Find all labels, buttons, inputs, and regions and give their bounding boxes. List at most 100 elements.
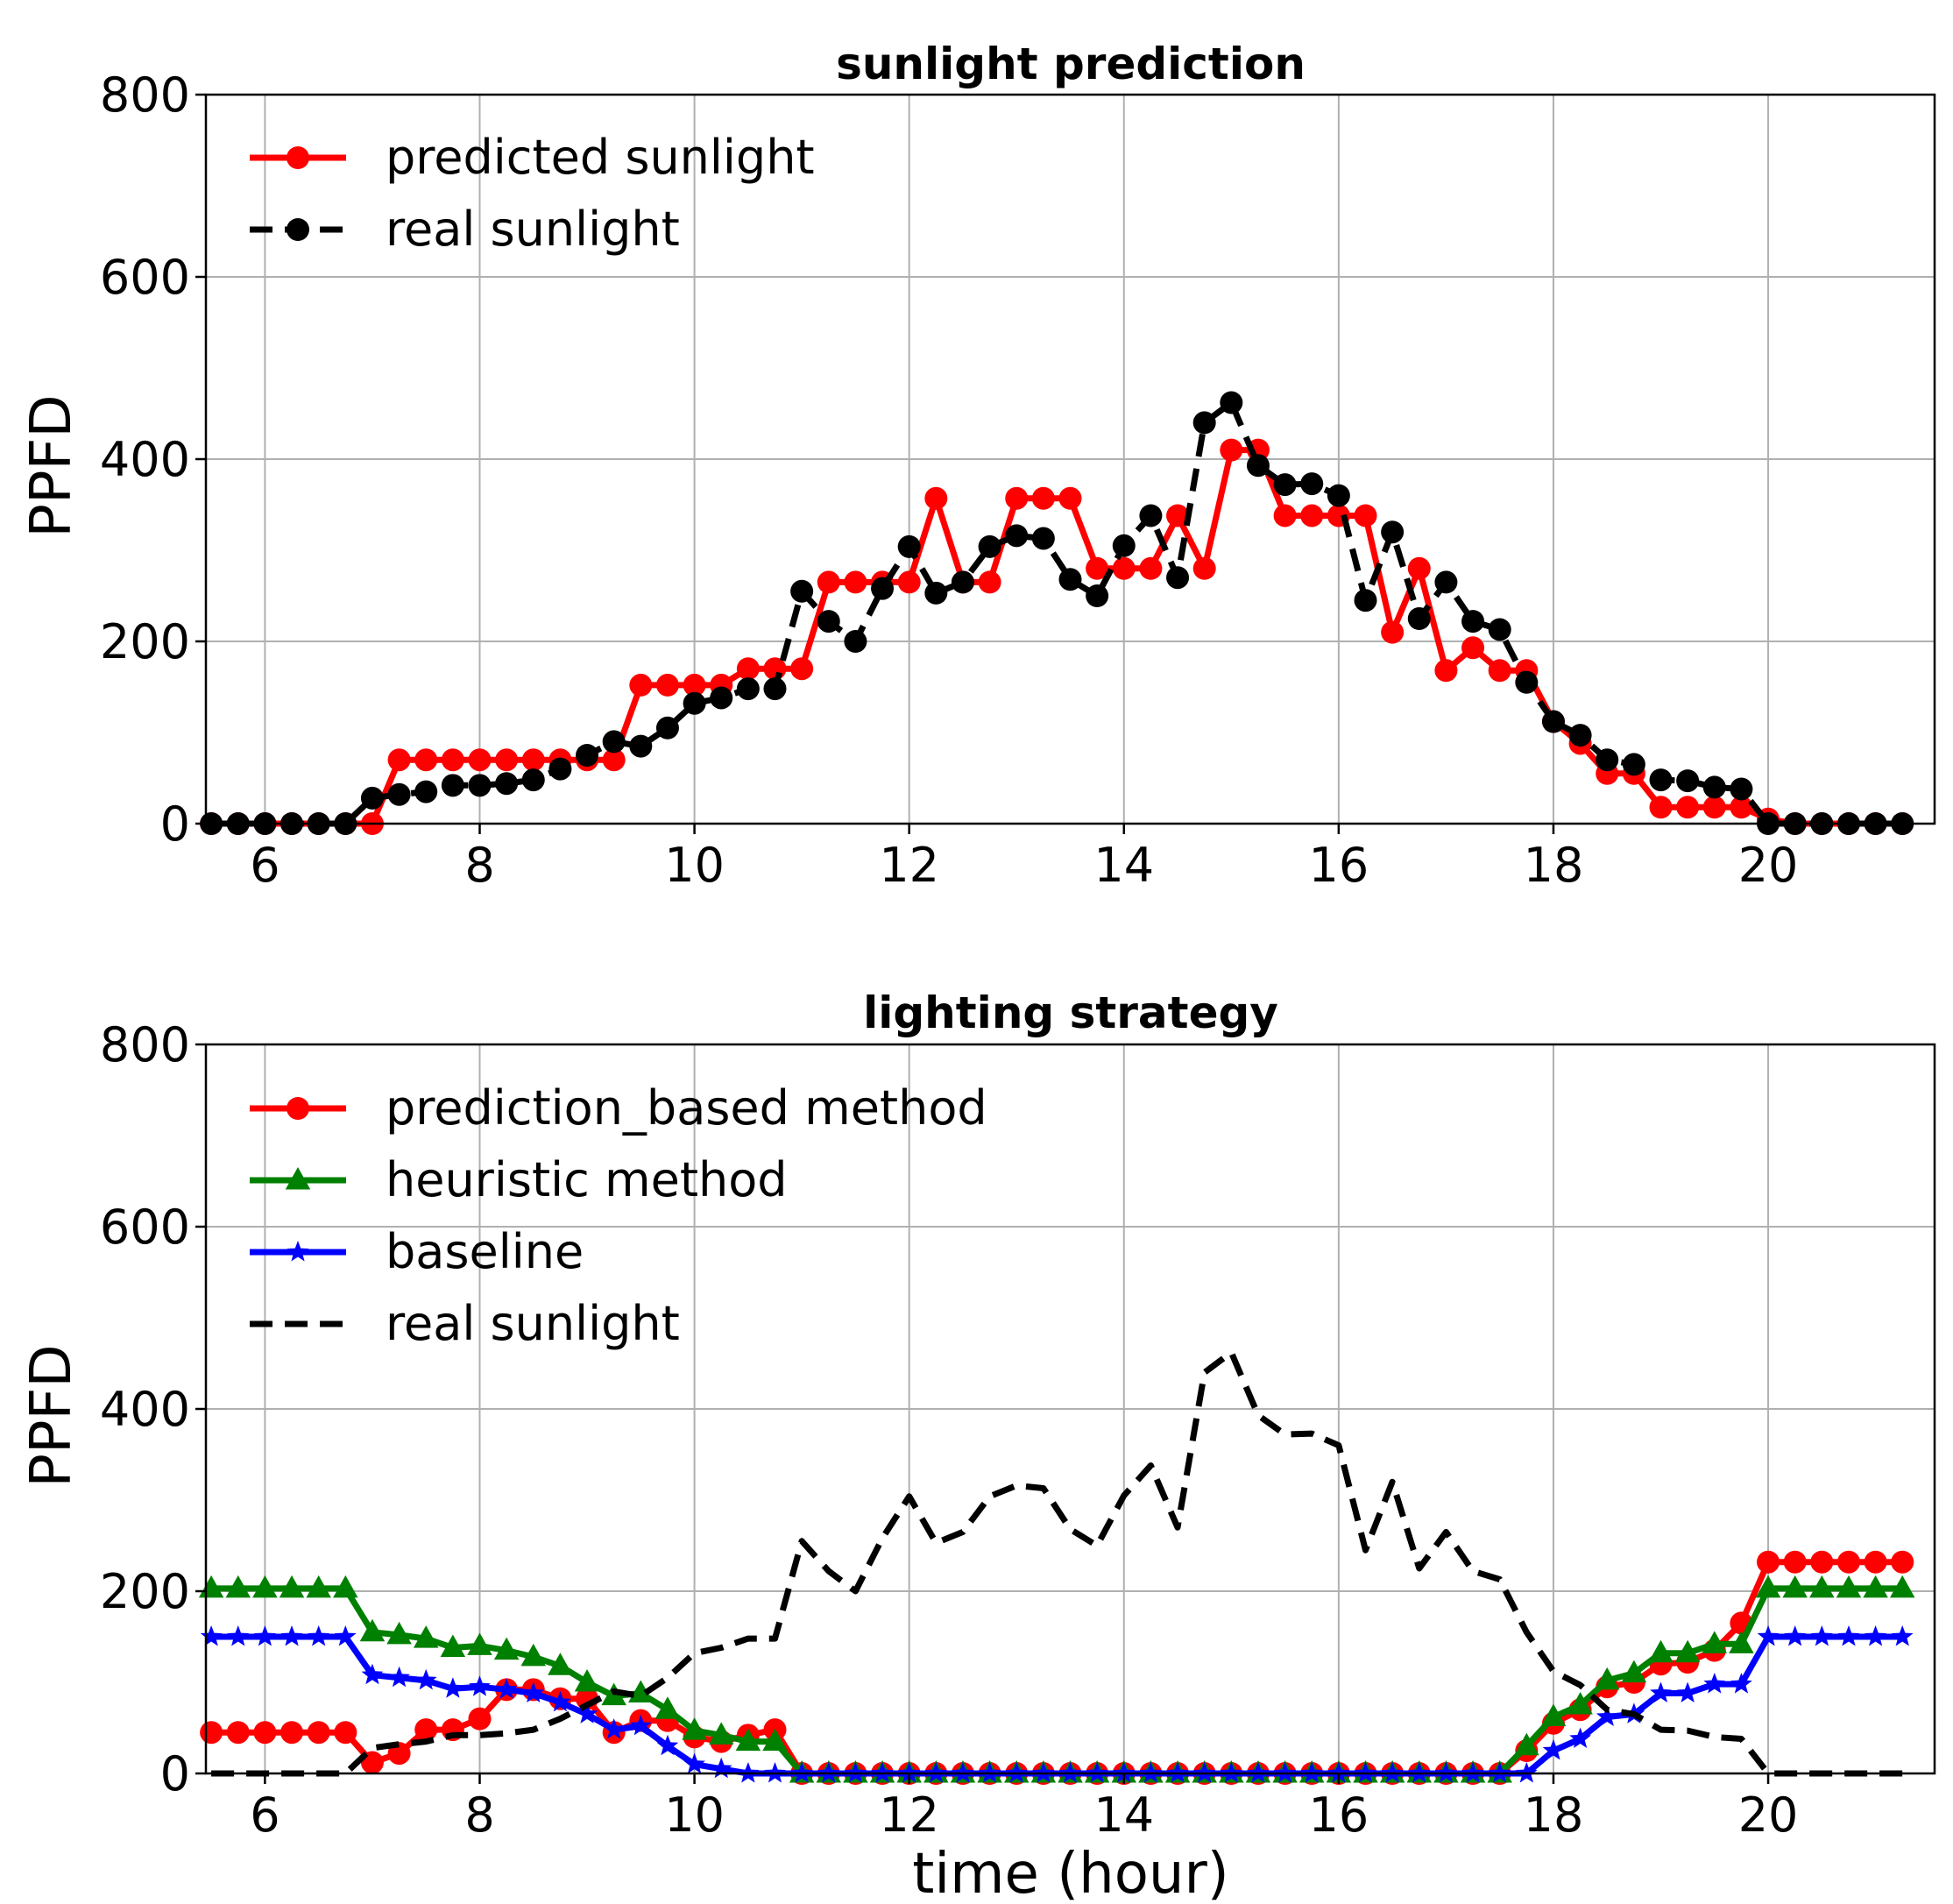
data-point [763,657,787,681]
data-point [1757,1625,1780,1646]
data-point [1058,568,1082,591]
x-tick-label: 16 [1309,1787,1369,1843]
data-point [333,1575,358,1598]
data-point [441,748,464,772]
legend-marker [287,1097,309,1120]
data-point [629,673,653,697]
data-point [1461,636,1485,660]
data-point [978,534,1001,558]
data-point [1755,1575,1781,1598]
data-point [1086,584,1109,607]
data-point [978,570,1001,594]
x-tick-label: 10 [664,1787,725,1843]
data-point [1407,556,1431,580]
legend-label: heuristic method [386,1152,788,1207]
data-point [1702,775,1726,799]
x-tick-label: 18 [1524,1787,1584,1843]
legend-label: prediction_based method [386,1080,987,1136]
legend-marker [287,218,309,241]
data-point [1865,1625,1886,1646]
data-point [1891,1625,1914,1646]
data-point [1568,724,1592,747]
data-point [1139,556,1163,580]
series-line [211,400,1903,827]
data-point [334,1721,357,1745]
data-point [548,1653,573,1675]
data-point [1273,473,1297,497]
data-point [1112,556,1136,580]
data-point [1702,1631,1728,1653]
data-point [1086,556,1109,580]
y-tick-label: 200 [100,1564,190,1619]
data-point [1891,1550,1914,1574]
y-tick-label: 400 [100,432,190,487]
legend-label: real sunlight [386,1296,680,1351]
data-point [1649,796,1673,819]
data-point [442,1677,464,1698]
data-point [1461,610,1485,633]
x-tick-label: 18 [1524,838,1584,893]
data-point [736,677,760,701]
data-point [493,1637,520,1660]
y-tick-label: 600 [100,250,190,305]
series-prediction-based-method [200,1550,1914,1785]
data-point [763,677,787,701]
data-point [844,630,867,653]
legend-marker [287,1241,309,1262]
data-point [1005,486,1029,510]
panel-sunlight-prediction: sunlight prediction PPFD 6 8 10 12 14 16 18 200… [19,39,1936,893]
data-point [629,734,653,758]
data-point [414,1718,438,1742]
data-point [414,780,438,803]
data-point [1864,1550,1887,1574]
legend: prediction_based method heuristic method b… [250,1080,987,1351]
data-point [1783,1550,1807,1574]
data-point [386,1621,412,1645]
y-tick-label: 400 [100,1382,190,1437]
legend-item-prediction-based-method: prediction_based method [250,1080,987,1136]
x-tick-label: 14 [1093,838,1154,893]
data-point [1729,1631,1754,1653]
data-point [1703,1673,1726,1694]
data-point [1730,777,1753,801]
data-point [441,774,464,797]
data-point [655,716,679,740]
data-point [1139,504,1163,527]
data-point [495,748,519,772]
data-point [200,1625,223,1646]
data-point [790,579,814,603]
data-point [1354,589,1377,612]
data-point [549,1690,571,1712]
data-point [656,1734,679,1756]
data-point [359,1618,386,1642]
data-point [1622,753,1645,776]
data-point [710,1757,732,1779]
legend-label: baseline [386,1224,584,1279]
data-point [924,486,948,510]
data-point [1569,1727,1591,1748]
x-tick-label: 8 [464,838,494,893]
data-point [387,782,411,806]
legend-marker [287,146,309,169]
series-line [211,1633,1903,1777]
data-point [1381,620,1405,644]
data-point [1407,607,1431,630]
data-point [1702,796,1726,819]
data-point [522,1681,545,1702]
data-point [1650,1681,1672,1702]
data-point [710,686,733,710]
data-point [1811,1625,1833,1646]
data-point [735,1728,761,1752]
data-point [1863,1575,1888,1598]
data-point [762,1728,788,1752]
data-point [628,1680,654,1702]
data-point [1514,1732,1539,1756]
data-point [1488,659,1511,683]
y-tick-label: 200 [100,614,190,669]
data-point [468,748,492,772]
data-point [521,768,545,792]
y-tick-label: 0 [160,796,190,852]
data-point [467,1632,492,1655]
